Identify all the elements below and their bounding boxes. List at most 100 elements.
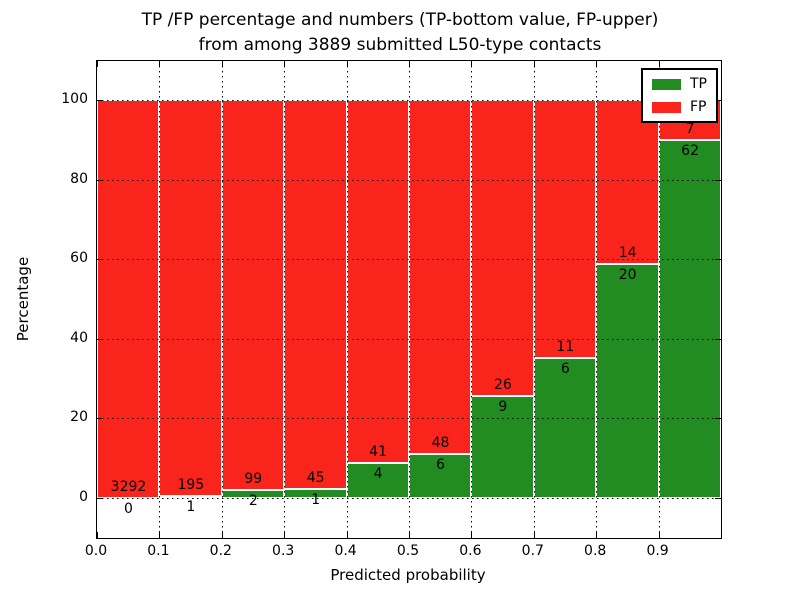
x-tick-label: 0.4 xyxy=(334,543,357,559)
y-tick-mark xyxy=(715,259,721,261)
tp-count-label: 20 xyxy=(618,266,637,283)
chart-title-line2: from among 3889 submitted L50-type conta… xyxy=(198,34,602,55)
y-tick-label: 20 xyxy=(70,409,88,426)
gridline-vertical xyxy=(658,61,660,538)
gridline-vertical xyxy=(284,61,286,538)
chart-title-line1: TP /FP percentage and numbers (TP-bottom… xyxy=(141,10,659,30)
x-tick-mark xyxy=(221,532,223,538)
tp-count-label: 4 xyxy=(373,465,383,482)
tp-count-label: 6 xyxy=(436,456,445,473)
gridline-vertical xyxy=(346,61,348,538)
y-tick-mark xyxy=(715,498,721,499)
legend-label-tp: TP xyxy=(690,76,707,92)
x-tick-mark xyxy=(658,61,660,67)
tp-color-swatch xyxy=(652,78,681,90)
x-tick-mark xyxy=(471,61,473,67)
fp-count-label: 41 xyxy=(369,443,387,460)
bar-segment-tp xyxy=(658,140,721,498)
bar-segment-fp xyxy=(533,100,597,358)
y-tick-label: 100 xyxy=(61,91,88,107)
y-tick-mark xyxy=(97,338,103,340)
tp-count-label: 1 xyxy=(186,498,196,515)
x-tick-mark xyxy=(159,532,161,538)
y-tick-mark xyxy=(97,498,103,499)
plot-area: TP FP 3292 0 195 1 99 2 45 1 41 4 48 6 26 9 11 6 14 20 7 62 xyxy=(96,60,722,539)
x-tick-mark xyxy=(284,61,286,67)
y-tick-label: 0 xyxy=(79,489,88,505)
x-tick-mark xyxy=(346,532,348,538)
bar-segment-tp xyxy=(533,357,597,498)
bar-segment-tp xyxy=(596,263,659,498)
legend-item-tp: TP xyxy=(652,77,707,91)
y-tick-mark xyxy=(97,179,103,181)
x-tick-label: 0.5 xyxy=(396,543,420,559)
x-tick-mark xyxy=(409,61,410,67)
y-tick-mark xyxy=(715,338,721,340)
x-tick-mark xyxy=(533,532,535,538)
gridline-vertical xyxy=(159,61,161,538)
y-tick-mark xyxy=(715,418,721,420)
x-tick-label: 0.6 xyxy=(459,543,482,559)
legend-item-fp: FP xyxy=(652,100,707,114)
chart-title: TP /FP percentage and numbers (TP-bottom… xyxy=(0,8,800,57)
fp-count-label: 14 xyxy=(618,244,637,261)
tp-count-label: 1 xyxy=(311,492,321,509)
x-tick-mark xyxy=(596,61,598,67)
x-tick-mark xyxy=(346,61,348,67)
y-tick-mark xyxy=(97,418,103,420)
fp-count-label: 45 xyxy=(306,470,325,487)
gridline-vertical xyxy=(471,61,473,538)
y-tick-mark xyxy=(715,100,721,101)
tp-count-label: 0 xyxy=(124,501,133,517)
fp-count-label: 99 xyxy=(244,471,263,488)
x-axis-label: Predicted probability xyxy=(330,566,486,584)
x-tick-mark xyxy=(97,61,98,67)
x-tick-label: 0.9 xyxy=(646,543,669,559)
x-tick-mark xyxy=(596,532,598,538)
y-tick-mark xyxy=(97,259,103,261)
gridline-vertical xyxy=(409,61,410,538)
tp-count-label: 6 xyxy=(560,360,570,377)
x-tick-label: 0.2 xyxy=(209,543,232,559)
y-tick-mark xyxy=(715,179,721,181)
x-tick-label: 0.0 xyxy=(84,543,108,559)
bar-segment-tp xyxy=(346,462,409,498)
x-tick-mark xyxy=(471,532,473,538)
bar-segment-tp xyxy=(471,395,534,498)
fp-count-label: 48 xyxy=(431,434,450,451)
y-tick-mark xyxy=(97,100,103,101)
x-tick-label: 0.8 xyxy=(584,543,607,559)
x-tick-mark xyxy=(221,61,223,67)
bar-segment-fp xyxy=(471,100,534,396)
gridline-vertical xyxy=(221,61,223,538)
bar-segment-fp xyxy=(97,100,160,498)
bar-segment-fp xyxy=(221,100,285,491)
bar-segment-fp xyxy=(596,100,659,264)
x-tick-mark xyxy=(159,61,161,67)
x-tick-mark xyxy=(284,532,286,538)
legend-label-fp: FP xyxy=(690,99,707,115)
legend: TP FP xyxy=(641,68,718,123)
fp-count-label: 26 xyxy=(493,376,512,393)
gridline-vertical xyxy=(533,61,535,538)
x-tick-label: 0.1 xyxy=(147,543,170,559)
y-tick-label: 40 xyxy=(70,329,88,346)
tp-count-label: 62 xyxy=(681,143,699,160)
fp-count-label: 11 xyxy=(556,338,575,355)
fp-color-swatch xyxy=(652,101,681,113)
fp-count-label: 3292 xyxy=(110,479,147,495)
x-tick-mark xyxy=(97,532,98,538)
gridline-vertical xyxy=(596,61,598,538)
fp-count-label: 195 xyxy=(177,476,205,493)
tp-count-label: 9 xyxy=(498,398,508,415)
fp-count-label: 7 xyxy=(685,121,695,138)
bar-segment-fp xyxy=(409,100,472,454)
bar-segment-fp xyxy=(159,100,222,496)
y-axis-label: Percentage xyxy=(14,256,32,342)
x-tick-mark xyxy=(409,532,410,538)
y-tick-label: 60 xyxy=(70,250,88,267)
tp-count-label: 2 xyxy=(248,493,258,510)
x-tick-label: 0.3 xyxy=(272,543,295,559)
x-tick-label: 0.7 xyxy=(521,543,544,559)
